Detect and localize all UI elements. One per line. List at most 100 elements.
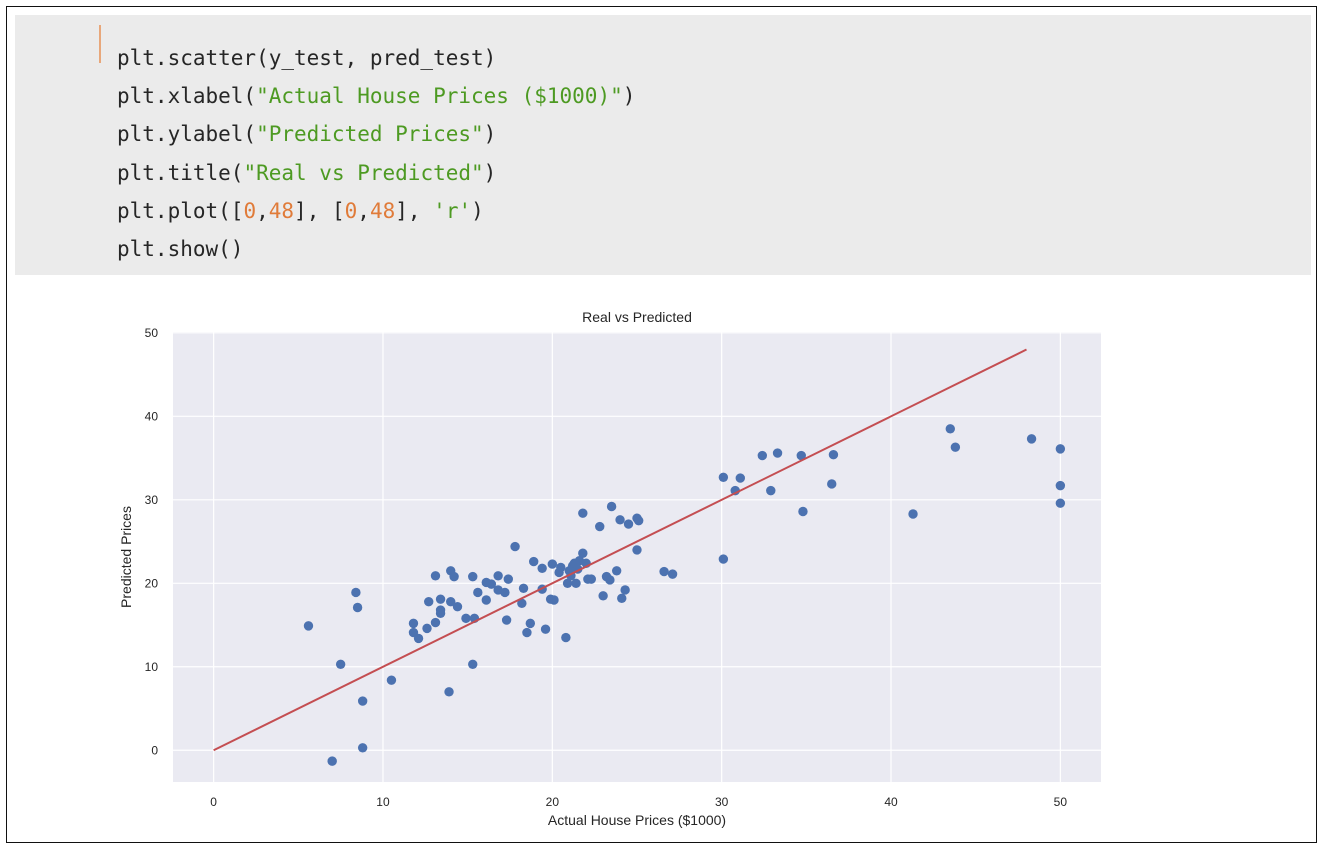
data-point xyxy=(522,627,532,638)
data-point xyxy=(501,615,512,625)
code-line[interactable]: plt.xlabel("Actual House Prices ($1000)"… xyxy=(117,77,635,115)
code-token: plt.ylabel( xyxy=(117,122,257,147)
data-point xyxy=(327,756,337,766)
data-point xyxy=(798,506,808,517)
code-block[interactable]: plt.scatter(y_test, pred_test) plt.xlabel… xyxy=(117,39,635,268)
data-point xyxy=(481,595,491,605)
data-point xyxy=(950,442,961,452)
code-token: 48 xyxy=(369,198,396,223)
data-point xyxy=(335,659,346,669)
data-point xyxy=(620,585,630,595)
x-tick-label: 10 xyxy=(376,795,390,809)
data-point xyxy=(413,633,424,644)
code-token: plt.xlabel( xyxy=(117,84,257,109)
data-point xyxy=(1055,444,1066,454)
data-point xyxy=(517,598,527,609)
data-point xyxy=(623,519,634,529)
data-point xyxy=(430,571,441,581)
code-token: "Real vs Predicted" xyxy=(243,160,484,185)
code-line[interactable]: plt.plot([0,48], [0,48], 'r') xyxy=(117,192,635,230)
data-point xyxy=(562,578,573,588)
code-line[interactable]: plt.show() xyxy=(117,230,635,268)
data-point xyxy=(357,696,368,706)
data-point xyxy=(503,574,513,584)
code-token: 'r' xyxy=(433,198,472,223)
data-point xyxy=(468,571,478,582)
y-tick-label: 0 xyxy=(151,743,158,757)
plot-area xyxy=(173,332,1101,782)
data-point xyxy=(449,571,459,582)
code-line[interactable]: plt.scatter(y_test, pred_test) xyxy=(117,39,635,77)
data-point xyxy=(518,583,529,594)
data-point xyxy=(578,548,588,558)
code-token: ) xyxy=(471,198,484,223)
data-point xyxy=(430,617,441,628)
grid-lines xyxy=(173,332,1101,782)
data-point xyxy=(735,473,745,483)
y-tick-label: 10 xyxy=(145,660,159,674)
data-point xyxy=(571,578,581,588)
x-tick-label: 50 xyxy=(1054,795,1068,809)
data-point xyxy=(386,675,397,685)
data-point xyxy=(615,515,625,525)
data-point xyxy=(945,424,955,434)
data-point xyxy=(659,566,669,577)
x-tick-label: 0 xyxy=(210,795,217,809)
data-point xyxy=(537,563,547,573)
y-tick-label: 30 xyxy=(145,493,159,507)
reference-line xyxy=(213,348,1027,752)
data-point xyxy=(578,508,588,518)
code-token: "Actual House Prices ($1000)" xyxy=(256,84,623,109)
code-token: ) xyxy=(622,84,636,109)
data-point xyxy=(408,618,419,629)
data-point xyxy=(351,587,361,598)
code-token: , xyxy=(357,198,370,223)
text-cursor xyxy=(99,25,101,63)
code-token: 0 xyxy=(243,198,257,223)
data-point xyxy=(757,450,768,461)
x-tick-label: 20 xyxy=(546,795,560,809)
code-token: "Predicted Prices" xyxy=(256,122,484,147)
data-point xyxy=(611,566,622,576)
code-token: ) xyxy=(483,122,497,147)
code-token: plt.title( xyxy=(117,160,244,185)
data-point xyxy=(908,509,918,519)
x-tick-label: 40 xyxy=(884,795,898,809)
y-tick-label: 40 xyxy=(145,409,159,423)
data-point xyxy=(606,501,617,512)
code-token: ], [ xyxy=(294,198,345,223)
code-line[interactable]: plt.ylabel("Predicted Prices") xyxy=(117,115,635,153)
data-point xyxy=(827,479,837,489)
data-point xyxy=(617,593,627,604)
data-point xyxy=(452,601,463,612)
code-token: 48 xyxy=(268,198,295,223)
x-axis-label: Actual House Prices ($1000) xyxy=(548,812,726,828)
data-point xyxy=(435,594,446,604)
data-point xyxy=(422,623,432,634)
code-token: , xyxy=(256,198,269,223)
data-point xyxy=(561,632,571,643)
data-point xyxy=(605,575,615,585)
code-line[interactable]: plt.title("Real vs Predicted") xyxy=(117,154,635,192)
data-point xyxy=(595,521,605,532)
data-point xyxy=(556,562,566,573)
data-point xyxy=(598,591,608,601)
data-point xyxy=(529,556,539,567)
y-tick-label: 50 xyxy=(145,326,159,340)
data-point xyxy=(303,621,314,631)
data-point xyxy=(424,596,434,607)
data-point xyxy=(357,743,368,753)
data-point xyxy=(461,613,471,624)
data-point xyxy=(446,596,456,607)
code-token: plt.show() xyxy=(117,236,244,261)
tick-labels: 0 10 20 30 40 50 0 10 20 30 40 50 xyxy=(145,326,1068,809)
x-tick-label: 30 xyxy=(715,795,729,809)
data-point xyxy=(1026,434,1037,444)
data-point xyxy=(525,618,536,629)
data-point xyxy=(828,450,839,460)
data-point xyxy=(796,450,806,461)
code-token: plt.plot([ xyxy=(117,198,244,223)
code-cell[interactable]: plt.scatter(y_test, pred_test) plt.xlabel… xyxy=(15,15,1311,275)
code-token: ) xyxy=(483,160,497,185)
code-token: 0 xyxy=(344,198,358,223)
